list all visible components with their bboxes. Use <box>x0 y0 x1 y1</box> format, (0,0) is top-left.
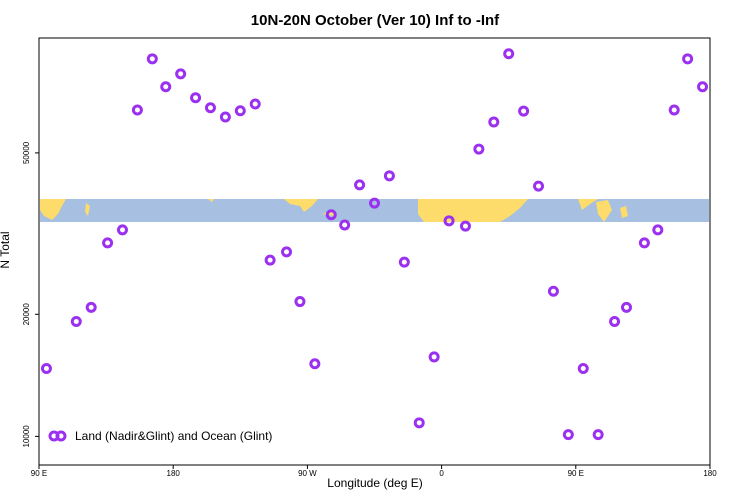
point <box>533 180 545 192</box>
point <box>160 81 172 93</box>
point <box>383 170 395 182</box>
point <box>131 104 143 116</box>
point <box>609 315 621 327</box>
point <box>219 111 231 123</box>
point <box>102 237 114 249</box>
point <box>369 197 380 209</box>
point <box>459 220 471 232</box>
point <box>234 105 246 117</box>
point <box>562 429 574 441</box>
x-tick-label: 90 E <box>31 469 47 478</box>
land <box>85 203 90 216</box>
legend-label: Land (Nadir&Glint) and Ocean (Glint) <box>75 429 272 443</box>
point <box>682 53 694 65</box>
land <box>284 199 318 212</box>
land <box>596 200 612 222</box>
point <box>325 209 337 221</box>
point <box>40 363 52 375</box>
point <box>652 224 664 236</box>
land <box>40 199 66 220</box>
point <box>190 92 202 104</box>
land <box>418 199 528 222</box>
plot-frame <box>38 37 711 466</box>
point <box>175 68 187 80</box>
point <box>518 105 530 117</box>
point <box>70 315 82 327</box>
point <box>668 104 680 116</box>
x-tick-label: 90 E <box>568 469 584 478</box>
point <box>638 237 650 249</box>
land <box>208 199 214 202</box>
point <box>249 98 261 110</box>
point <box>428 351 440 363</box>
chart-title: 10N-20N October (Ver 10) Inf to -Inf <box>251 12 500 29</box>
y-tick-label: 10000 <box>22 425 31 448</box>
point <box>204 102 216 114</box>
point <box>592 429 604 441</box>
point <box>309 358 321 370</box>
point <box>697 81 709 93</box>
point <box>264 254 276 266</box>
point <box>398 256 410 268</box>
land <box>620 206 628 218</box>
x-tick-label: 180 <box>167 469 181 478</box>
ocean <box>40 199 709 222</box>
point <box>577 363 589 375</box>
x-tick-label: 180 <box>703 469 717 478</box>
land <box>578 199 598 210</box>
point <box>503 48 515 60</box>
legend-marker <box>55 430 67 442</box>
x-axis-label: Longitude (deg E) <box>327 476 422 490</box>
point <box>488 116 500 128</box>
y-tick-label: 20000 <box>22 303 31 326</box>
point <box>473 143 485 155</box>
point <box>547 285 559 297</box>
map-strip <box>40 199 709 222</box>
y-tick-label: 50000 <box>22 141 31 164</box>
point <box>620 301 632 313</box>
y-axis-label: N Total <box>0 231 12 268</box>
point <box>146 53 158 65</box>
point <box>339 219 351 231</box>
point <box>281 246 293 258</box>
point <box>413 417 425 429</box>
point <box>117 224 129 236</box>
point <box>85 301 97 313</box>
point <box>443 215 455 227</box>
point <box>294 296 306 308</box>
x-tick-label: 0 <box>439 469 444 478</box>
point <box>354 179 366 191</box>
x-tick-label: 90 W <box>298 469 317 478</box>
